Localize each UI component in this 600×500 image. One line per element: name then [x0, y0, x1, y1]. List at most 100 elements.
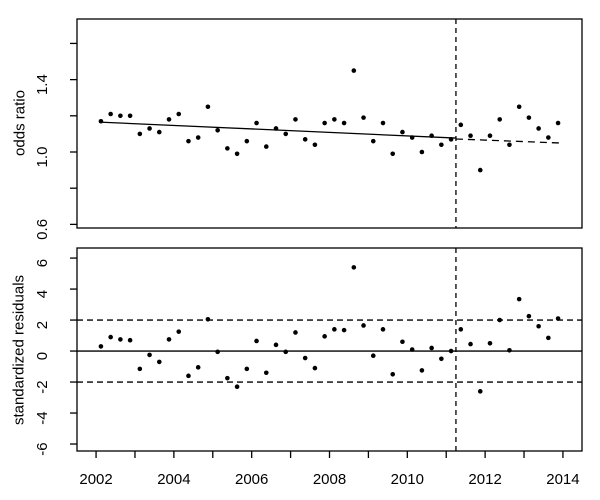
data-point — [361, 115, 366, 120]
frame-top-panel — [76, 18, 583, 229]
data-point — [370, 138, 376, 144]
data-point — [156, 129, 162, 135]
data-point — [487, 133, 493, 139]
data-point — [526, 115, 532, 120]
data-point — [273, 342, 279, 348]
data-point — [400, 129, 405, 135]
data-point — [225, 375, 230, 381]
data-point — [351, 265, 357, 270]
data-point — [98, 344, 104, 349]
data-point — [283, 131, 289, 137]
data-point — [234, 384, 240, 389]
data-point — [322, 120, 327, 126]
x-tick-label: 2014 — [546, 471, 579, 488]
data-point — [546, 335, 551, 341]
data-point — [546, 135, 551, 140]
data-point — [156, 359, 162, 365]
data-point — [516, 104, 522, 110]
y-tick-label: 6 — [34, 259, 51, 267]
data-point — [273, 126, 279, 131]
data-point — [137, 366, 143, 372]
data-point — [429, 345, 434, 351]
data-point — [205, 316, 211, 322]
data-point — [468, 133, 473, 139]
trend-line-solid — [99, 121, 456, 139]
data-point — [263, 144, 269, 149]
y-tick-label: 1.0 — [34, 147, 51, 168]
data-point — [409, 347, 415, 352]
data-point — [244, 366, 250, 372]
data-point — [118, 337, 123, 342]
data-point — [186, 138, 191, 144]
data-point — [448, 137, 454, 142]
data-point — [341, 327, 347, 333]
data-point — [507, 142, 512, 148]
data-point — [439, 356, 444, 362]
data-point — [283, 349, 289, 355]
data-point — [370, 353, 376, 358]
data-point — [293, 117, 298, 122]
data-point — [195, 135, 201, 140]
data-point — [108, 111, 113, 117]
data-point — [380, 120, 386, 126]
data-point — [176, 111, 182, 117]
data-point — [536, 323, 541, 329]
data-point — [166, 337, 172, 342]
data-point — [332, 327, 337, 332]
x-tick-label: 2008 — [313, 471, 346, 488]
x-tick-label: 2012 — [468, 471, 501, 488]
data-point — [458, 327, 464, 332]
data-point — [487, 341, 493, 346]
y-tick-label: 1.4 — [34, 74, 51, 95]
data-point — [302, 355, 308, 361]
data-point — [293, 330, 298, 335]
data-point — [254, 338, 259, 344]
data-point — [234, 151, 240, 157]
data-point — [312, 142, 318, 148]
data-point — [127, 337, 133, 343]
data-point — [536, 126, 541, 131]
data-point — [448, 348, 454, 354]
data-point — [215, 349, 220, 355]
y-tick-label: 0 — [34, 352, 51, 360]
data-point — [390, 371, 396, 377]
data-point — [205, 104, 211, 110]
data-point — [555, 120, 561, 126]
x-tick-label: 2010 — [391, 471, 424, 488]
data-point — [147, 126, 152, 131]
data-point — [419, 368, 425, 373]
data-point — [254, 120, 259, 126]
x-tick-label: 2004 — [157, 471, 190, 488]
data-point — [225, 146, 230, 151]
data-point — [419, 149, 425, 155]
x-tick-label: 2006 — [235, 471, 268, 488]
frame-bottom-panel — [76, 247, 583, 452]
data-point — [497, 317, 503, 323]
data-point — [390, 151, 396, 157]
data-point — [526, 313, 532, 319]
data-point — [215, 127, 220, 133]
y-tick-label: -4 — [34, 411, 51, 424]
data-point — [108, 334, 113, 340]
data-point — [302, 137, 308, 142]
data-point — [186, 373, 191, 379]
data-point — [332, 117, 337, 122]
data-point — [477, 167, 483, 173]
data-point — [263, 370, 269, 376]
data-point — [351, 68, 357, 73]
data-point — [176, 329, 182, 334]
top-y-axis-title: odds ratio — [11, 90, 29, 156]
data-point — [458, 122, 464, 128]
data-point — [195, 365, 201, 370]
data-point — [429, 133, 434, 139]
data-point — [361, 323, 366, 328]
y-tick-label: -6 — [34, 442, 51, 455]
data-point — [477, 389, 483, 394]
data-point — [137, 131, 143, 137]
bottom-y-axis-title: standardized residuals — [10, 274, 28, 426]
y-tick-label: 2 — [34, 321, 51, 329]
data-point — [516, 296, 522, 302]
data-point — [400, 339, 405, 345]
